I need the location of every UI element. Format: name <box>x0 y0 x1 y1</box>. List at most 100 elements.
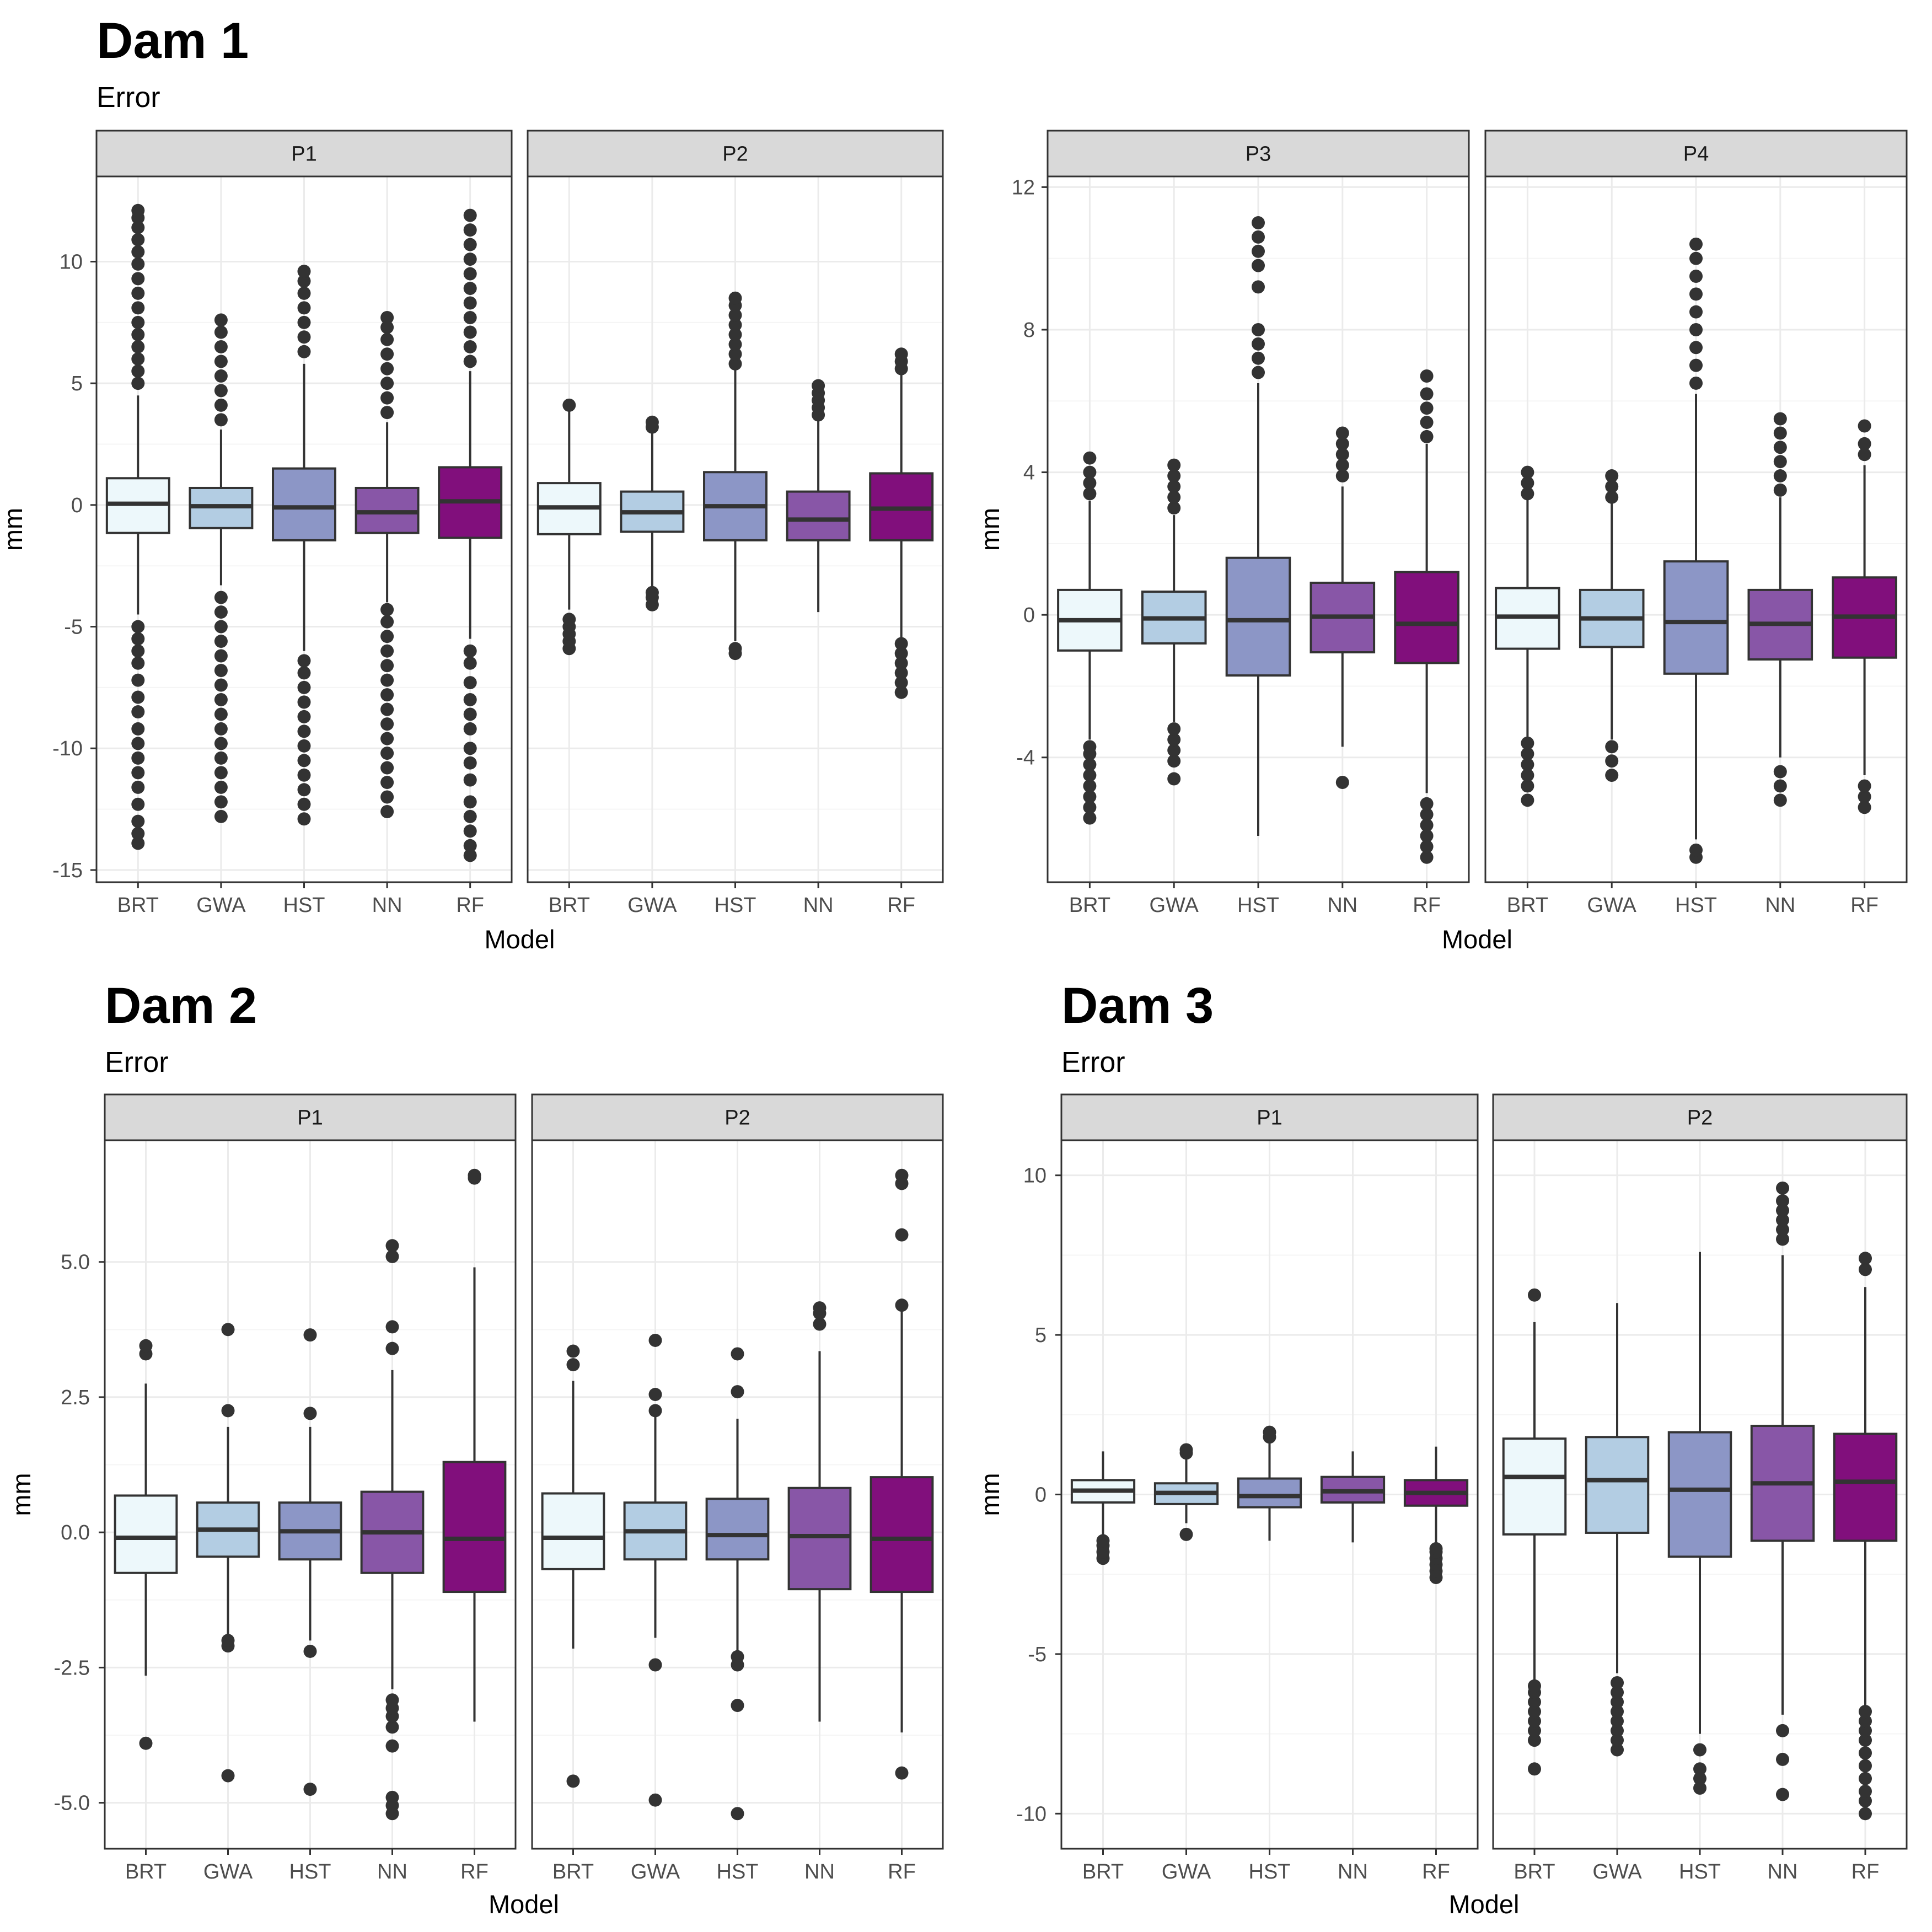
outlier-point <box>297 265 311 278</box>
outlier-point <box>463 296 477 310</box>
x-tick-label: BRT <box>1507 894 1548 917</box>
outlier-point <box>566 1774 580 1788</box>
outlier-point <box>728 347 742 361</box>
outlier-point <box>303 1328 317 1342</box>
outlier-point <box>1521 487 1534 501</box>
outlier-point <box>728 308 742 322</box>
x-tick-label: RF <box>888 1860 916 1883</box>
outlier-point <box>214 620 228 634</box>
outlier-point <box>1167 754 1181 768</box>
box-iqr <box>787 1486 852 1591</box>
box-iqr <box>541 1492 605 1570</box>
facet-strip <box>1484 130 1908 178</box>
outlier-point <box>1083 758 1097 771</box>
outlier-point <box>648 1404 662 1418</box>
x-tick-label: GWA <box>627 894 677 917</box>
outlier-point <box>1528 1679 1541 1693</box>
outlier-point <box>131 257 145 271</box>
x-tick-label: RF <box>1852 1860 1880 1883</box>
dam1-plot-area: P1 BRT GWA HST NN RF P2 BRT GWA HST NN RF -15 -10 -5 0 5… <box>0 130 944 954</box>
outlier-point <box>1252 323 1265 336</box>
outlier-point <box>385 1739 399 1753</box>
box-rf <box>870 1168 934 1780</box>
outlier-point <box>1773 483 1787 497</box>
outlier-point <box>1263 1425 1276 1439</box>
chart-title: Dam 3 <box>1061 978 1214 1034</box>
y-tick-label: -2.5 <box>54 1656 90 1679</box>
outlier-point <box>1689 843 1703 857</box>
outlier-point <box>1859 1734 1872 1747</box>
box-iqr <box>1663 560 1729 675</box>
outlier-point <box>463 208 477 222</box>
outlier-point <box>894 685 908 699</box>
outlier-point <box>1528 1288 1541 1302</box>
outlier-point <box>1776 1223 1789 1237</box>
outlier-point <box>1773 412 1787 426</box>
facet-panel-p2: P2 BRT GWA HST NN RF <box>531 1093 944 1883</box>
box-hst <box>278 1328 342 1796</box>
box-iqr <box>1225 556 1291 677</box>
y-tick-label: 10 <box>1023 1164 1046 1188</box>
outlier-point <box>214 722 228 736</box>
outlier-point <box>1521 476 1534 490</box>
outlier-point <box>1167 501 1181 515</box>
box-rf <box>1403 1446 1469 1584</box>
box-brt <box>105 203 170 850</box>
x-tick-label: NN <box>1768 1860 1798 1883</box>
box-nn <box>1750 1181 1815 1801</box>
box-brt <box>1057 451 1123 825</box>
y-axis-title: mm <box>0 508 28 551</box>
outlier-point <box>1858 448 1871 461</box>
y-tick-label: 0.0 <box>61 1521 90 1544</box>
outlier-point <box>895 1766 909 1780</box>
outlier-point <box>1611 1734 1624 1747</box>
dam1-right-plot-area: P3 BRT GWA HST NN RF P4 BRT GWA HST NN RF -4 0 4 8 12 Mod… <box>975 130 1908 954</box>
box-brt <box>1070 1451 1136 1565</box>
chart-title: Dam 2 <box>105 978 257 1034</box>
facet-strip-label: P1 <box>291 143 316 166</box>
x-tick-label: HST <box>717 1860 759 1883</box>
outlier-point <box>131 286 145 300</box>
outlier-point <box>131 737 145 750</box>
outlier-point <box>1528 1762 1541 1776</box>
outlier-point <box>1859 1263 1872 1276</box>
box-gwa <box>1141 458 1207 786</box>
outlier-point <box>463 267 477 281</box>
outlier-point <box>463 839 477 852</box>
outlier-point <box>1096 1534 1110 1548</box>
outlier-point <box>221 1404 235 1418</box>
chart-subtitle: Error <box>105 1046 169 1078</box>
y-axis-title: mm <box>975 1473 1005 1516</box>
outlier-point <box>1252 230 1265 244</box>
facet-strip-label: P1 <box>1257 1107 1282 1130</box>
outlier-point <box>380 391 394 405</box>
outlier-point <box>214 766 228 780</box>
outlier-point <box>894 347 908 361</box>
outlier-point <box>1611 1705 1624 1719</box>
outlier-point <box>1611 1743 1624 1757</box>
outlier-point <box>380 603 394 616</box>
outlier-point <box>728 291 742 305</box>
box-gwa <box>1579 469 1645 782</box>
outlier-point <box>1335 458 1349 472</box>
outlier-point <box>463 756 477 770</box>
outlier-point <box>1528 1705 1541 1719</box>
outlier-point <box>1083 769 1097 782</box>
outlier-point <box>214 413 228 427</box>
outlier-point <box>1859 1252 1872 1265</box>
box-gwa <box>1585 1303 1650 1757</box>
outlier-point <box>648 1388 662 1402</box>
facet-strip <box>531 1093 944 1141</box>
outlier-point <box>297 710 311 723</box>
outlier-point <box>1528 1724 1541 1737</box>
box-nn <box>787 1301 852 1722</box>
box-nn <box>1310 426 1376 789</box>
box-gwa <box>623 1333 688 1807</box>
outlier-point <box>1858 801 1871 814</box>
x-tick-label: RF <box>1422 1860 1450 1883</box>
x-tick-label: NN <box>1327 894 1357 917</box>
outlier-point <box>131 301 145 315</box>
outlier-point <box>131 827 145 840</box>
facet-strip-label: P2 <box>724 1107 750 1130</box>
